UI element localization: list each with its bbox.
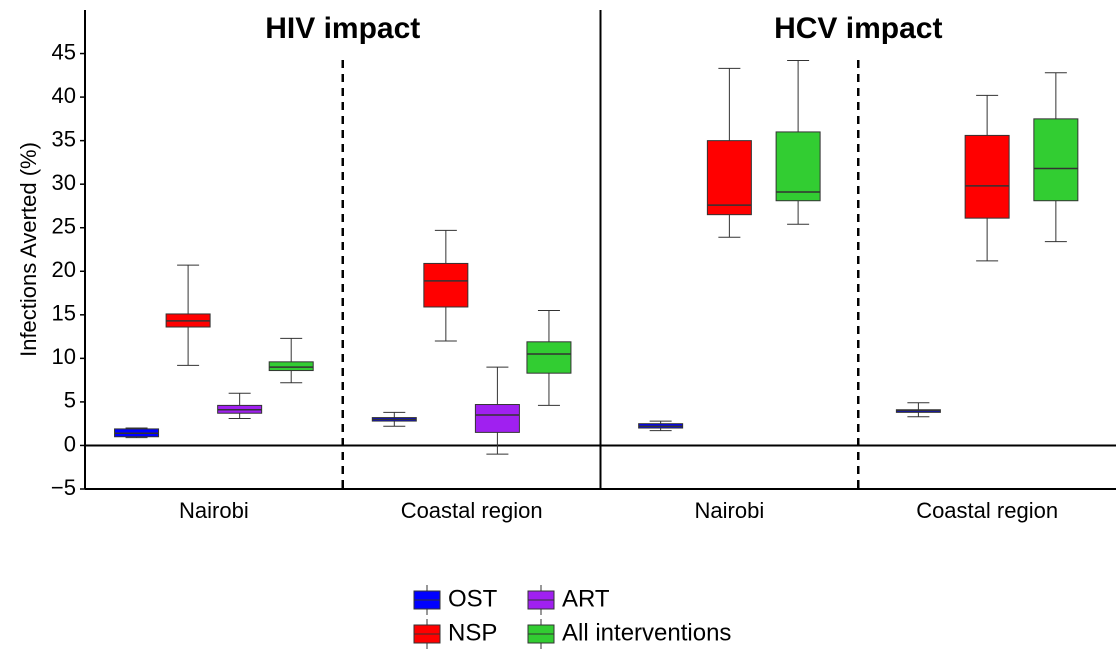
y-tick-label: 40 <box>52 83 76 108</box>
x-tick-label: Coastal region <box>401 498 543 523</box>
legend-label: NSP <box>448 619 497 646</box>
y-tick-label: 30 <box>52 170 76 195</box>
box <box>268 361 314 372</box>
y-tick-label: 20 <box>52 257 76 282</box>
legend-label: All interventions <box>562 619 731 646</box>
box <box>775 131 821 202</box>
box <box>526 341 572 374</box>
x-tick-label: Nairobi <box>179 498 249 523</box>
box <box>964 134 1010 219</box>
y-axis-label: Infections Averted (%) <box>16 142 41 357</box>
y-tick-label: 15 <box>52 301 76 326</box>
y-tick-label: 45 <box>52 39 76 64</box>
x-tick-label: Coastal region <box>916 498 1058 523</box>
y-tick-label: 5 <box>64 388 76 413</box>
box <box>474 404 520 433</box>
y-tick-label: −5 <box>51 475 76 500</box>
box <box>706 140 752 216</box>
x-tick-label: Nairobi <box>695 498 765 523</box>
y-tick-label: 0 <box>64 431 76 456</box>
legend-label: OST <box>448 585 498 612</box>
panel-title: HCV impact <box>774 12 942 45</box>
y-tick-label: 35 <box>52 126 76 151</box>
legend-label: ART <box>562 585 610 612</box>
box <box>1033 118 1079 202</box>
y-tick-label: 25 <box>52 214 76 239</box>
y-tick-label: 10 <box>52 344 76 369</box>
box <box>423 262 469 308</box>
panel-title: HIV impact <box>265 12 420 45</box>
